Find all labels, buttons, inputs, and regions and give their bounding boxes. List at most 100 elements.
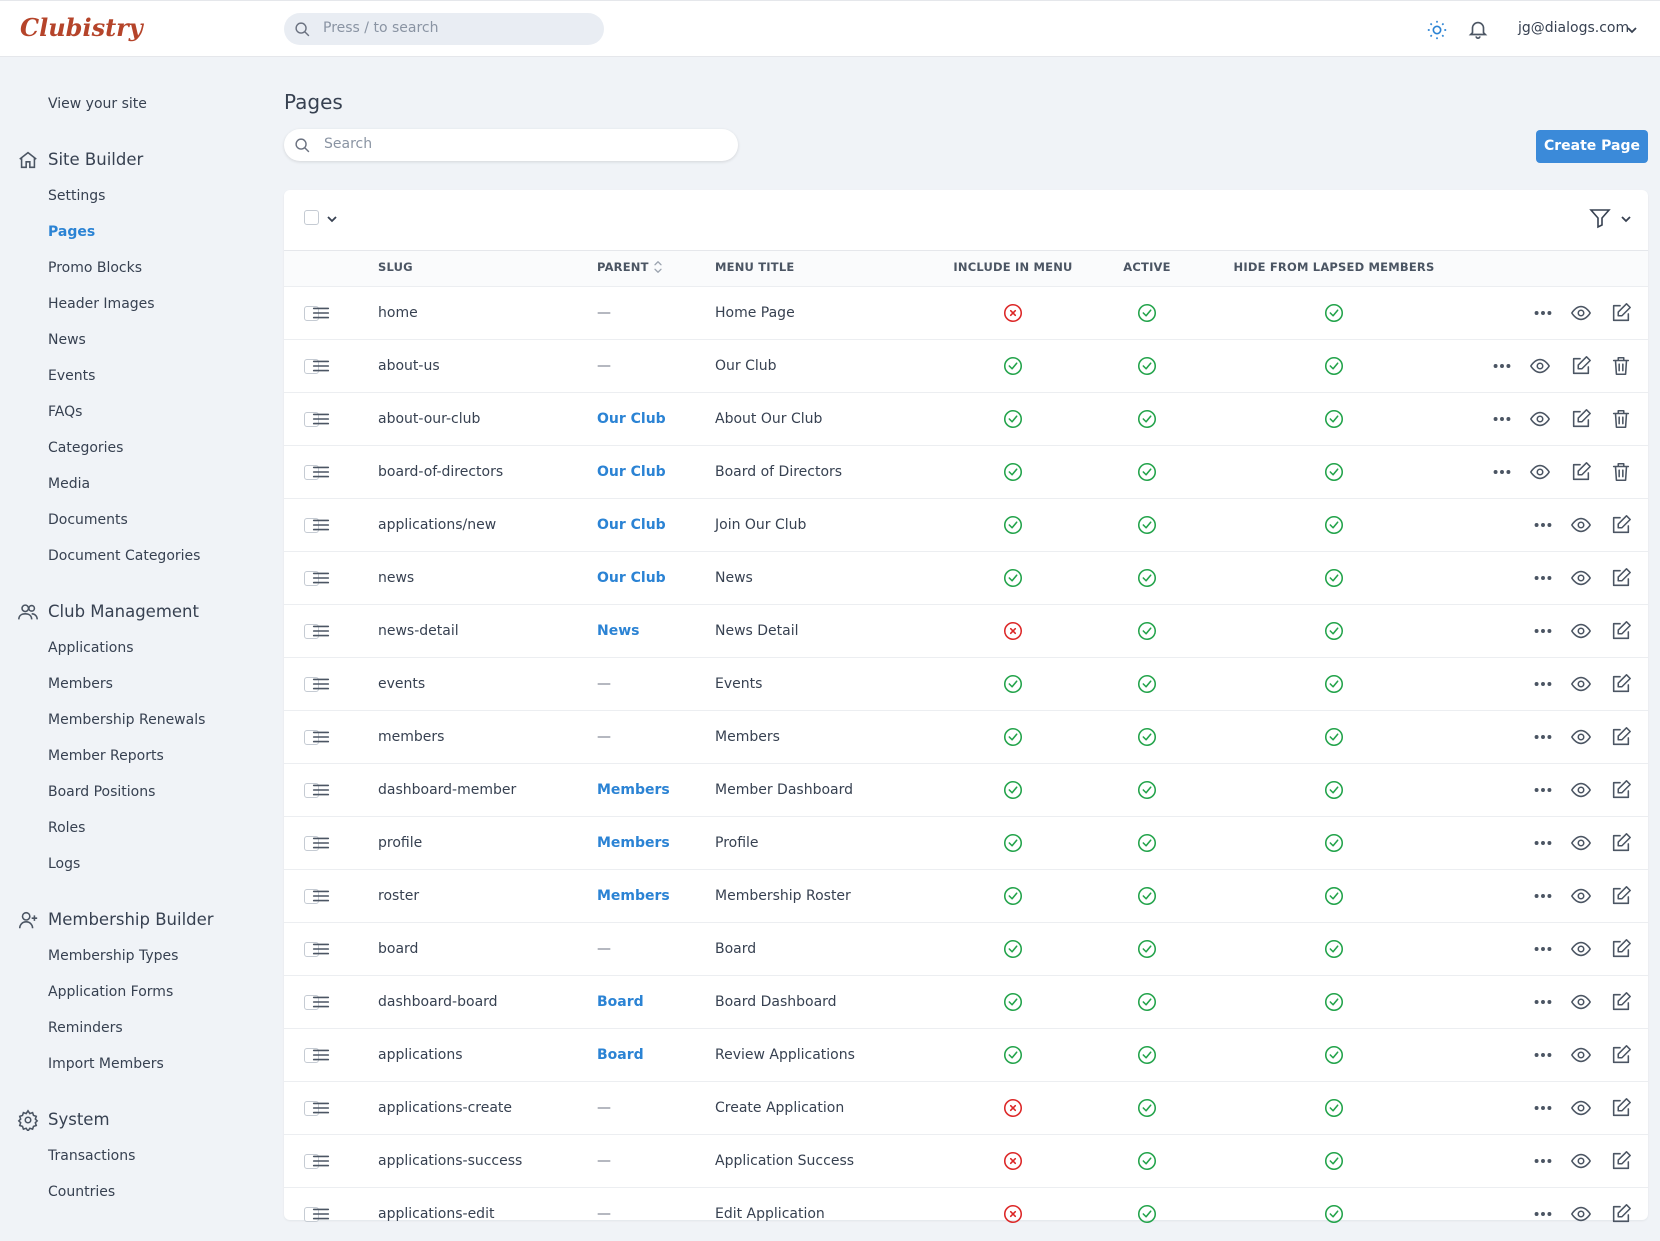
- edit-action[interactable]: [1610, 620, 1632, 642]
- view-action[interactable]: [1529, 408, 1551, 430]
- edit-action[interactable]: [1610, 938, 1632, 960]
- view-action[interactable]: [1570, 885, 1592, 907]
- drag-handle[interactable]: [310, 938, 332, 960]
- nav-item[interactable]: Documents: [48, 512, 128, 528]
- view-action[interactable]: [1570, 302, 1592, 324]
- create-button[interactable]: Create Page: [1536, 130, 1648, 163]
- drag-handle[interactable]: [310, 1203, 332, 1225]
- global-search[interactable]: Press / to search: [284, 13, 604, 45]
- nav-item[interactable]: Members: [48, 676, 113, 692]
- more-action[interactable]: [1532, 1097, 1554, 1119]
- edit-action[interactable]: [1610, 302, 1632, 324]
- nav-item[interactable]: FAQs: [48, 404, 83, 420]
- view-action[interactable]: [1529, 355, 1551, 377]
- delete-action[interactable]: [1610, 408, 1632, 430]
- more-action[interactable]: [1532, 779, 1554, 801]
- more-action[interactable]: [1532, 991, 1554, 1013]
- drag-handle[interactable]: [310, 1150, 332, 1172]
- drag-handle[interactable]: [310, 302, 332, 324]
- drag-handle[interactable]: [310, 620, 332, 642]
- view-action[interactable]: [1570, 673, 1592, 695]
- edit-action[interactable]: [1610, 991, 1632, 1013]
- section-title[interactable]: Membership Builder: [0, 902, 284, 938]
- view-action[interactable]: [1570, 1150, 1592, 1172]
- view-site-link[interactable]: View your site: [48, 96, 147, 112]
- nav-item[interactable]: Applications: [48, 640, 134, 656]
- more-action[interactable]: [1532, 302, 1554, 324]
- more-action[interactable]: [1532, 673, 1554, 695]
- nav-item[interactable]: Reminders: [48, 1020, 123, 1036]
- parent-cell[interactable]: News: [597, 623, 640, 639]
- parent-cell[interactable]: Our Club: [597, 411, 666, 427]
- drag-handle[interactable]: [310, 567, 332, 589]
- view-action[interactable]: [1570, 567, 1592, 589]
- page-search[interactable]: Search: [284, 129, 738, 161]
- section-title[interactable]: Club Management: [0, 594, 284, 630]
- parent-cell[interactable]: Our Club: [597, 464, 666, 480]
- more-action[interactable]: [1491, 355, 1513, 377]
- view-action[interactable]: [1570, 779, 1592, 801]
- view-action[interactable]: [1570, 726, 1592, 748]
- nav-item[interactable]: Transactions: [48, 1148, 136, 1164]
- view-action[interactable]: [1570, 514, 1592, 536]
- parent-cell[interactable]: Members: [597, 888, 670, 904]
- drag-handle[interactable]: [310, 726, 332, 748]
- more-action[interactable]: [1532, 567, 1554, 589]
- sort-icon[interactable]: [649, 258, 667, 276]
- section-title[interactable]: Site Builder: [0, 142, 284, 178]
- nav-item[interactable]: Countries: [48, 1184, 116, 1200]
- more-action[interactable]: [1491, 408, 1513, 430]
- edit-action[interactable]: [1610, 673, 1632, 695]
- edit-action[interactable]: [1610, 1044, 1632, 1066]
- delete-action[interactable]: [1610, 461, 1632, 483]
- view-action[interactable]: [1570, 991, 1592, 1013]
- edit-action[interactable]: [1610, 779, 1632, 801]
- edit-action[interactable]: [1570, 408, 1592, 430]
- edit-action[interactable]: [1610, 567, 1632, 589]
- parent-cell[interactable]: Members: [597, 782, 670, 798]
- delete-action[interactable]: [1610, 355, 1632, 377]
- drag-handle[interactable]: [310, 779, 332, 801]
- edit-action[interactable]: [1610, 1203, 1632, 1225]
- view-action[interactable]: [1570, 832, 1592, 854]
- edit-action[interactable]: [1610, 832, 1632, 854]
- user-menu[interactable]: jg@dialogs.com: [1518, 20, 1630, 36]
- edit-action[interactable]: [1610, 1150, 1632, 1172]
- select-all[interactable]: [304, 210, 319, 225]
- nav-item[interactable]: Roles: [48, 820, 86, 836]
- nav-item[interactable]: Board Positions: [48, 784, 156, 800]
- drag-handle[interactable]: [310, 991, 332, 1013]
- nav-item[interactable]: Pages: [48, 224, 96, 240]
- nav-item[interactable]: Categories: [48, 440, 124, 456]
- drag-handle[interactable]: [310, 1097, 332, 1119]
- drag-handle[interactable]: [310, 1044, 332, 1066]
- more-action[interactable]: [1532, 514, 1554, 536]
- nav-item[interactable]: Promo Blocks: [48, 260, 143, 276]
- parent-cell[interactable]: Our Club: [597, 570, 666, 586]
- drag-handle[interactable]: [310, 514, 332, 536]
- drag-handle[interactable]: [310, 832, 332, 854]
- edit-action[interactable]: [1610, 1097, 1632, 1119]
- nav-item[interactable]: Events: [48, 368, 96, 384]
- more-action[interactable]: [1491, 461, 1513, 483]
- view-action[interactable]: [1529, 461, 1551, 483]
- view-action[interactable]: [1570, 1097, 1592, 1119]
- column-header[interactable]: PARENT: [597, 260, 649, 274]
- nav-item[interactable]: News: [48, 332, 86, 348]
- more-action[interactable]: [1532, 885, 1554, 907]
- theme-toggle[interactable]: [1426, 19, 1448, 41]
- view-action[interactable]: [1570, 1044, 1592, 1066]
- more-action[interactable]: [1532, 1044, 1554, 1066]
- view-action[interactable]: [1570, 1203, 1592, 1225]
- nav-item[interactable]: Membership Renewals: [48, 712, 206, 728]
- nav-item[interactable]: Header Images: [48, 296, 155, 312]
- drag-handle[interactable]: [310, 355, 332, 377]
- more-action[interactable]: [1532, 726, 1554, 748]
- chevron[interactable]: [1620, 213, 1632, 225]
- nav-item[interactable]: Settings: [48, 188, 106, 204]
- parent-cell[interactable]: Board: [597, 1047, 644, 1063]
- edit-action[interactable]: [1610, 885, 1632, 907]
- nav-item[interactable]: Media: [48, 476, 91, 492]
- edit-action[interactable]: [1570, 355, 1592, 377]
- drag-handle[interactable]: [310, 885, 332, 907]
